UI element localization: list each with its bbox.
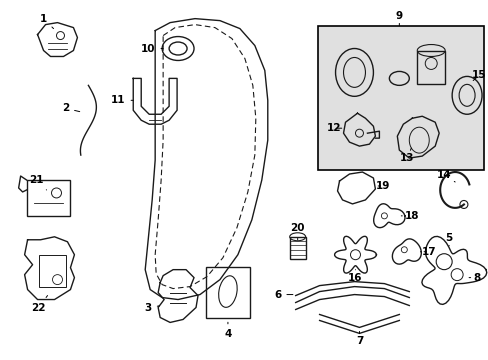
Text: 6: 6 (274, 289, 292, 300)
Bar (317, 26, 483, 170)
Bar (289, 237, 305, 259)
Text: 8: 8 (468, 273, 480, 283)
Text: 5: 5 (445, 233, 452, 246)
Text: 20: 20 (290, 223, 305, 240)
Text: 14: 14 (436, 170, 454, 182)
Text: 15: 15 (471, 71, 486, 81)
Bar (39, 255, 66, 287)
Bar (26, 180, 70, 216)
Text: 16: 16 (347, 270, 362, 283)
Text: 13: 13 (399, 148, 414, 163)
Text: 9: 9 (395, 11, 402, 26)
Text: 22: 22 (31, 296, 47, 312)
Text: 21: 21 (29, 175, 46, 190)
Bar (416, 50, 444, 84)
Text: 2: 2 (61, 103, 80, 113)
Text: 7: 7 (355, 332, 363, 346)
Text: 11: 11 (111, 95, 133, 105)
Text: 10: 10 (141, 44, 163, 54)
Bar (205, 267, 249, 319)
Text: 19: 19 (375, 181, 390, 191)
Text: 12: 12 (326, 123, 341, 133)
Text: 18: 18 (401, 211, 419, 221)
Text: 3: 3 (144, 302, 159, 312)
Text: 1: 1 (40, 14, 53, 28)
Text: 4: 4 (224, 322, 231, 339)
Text: 17: 17 (421, 247, 436, 257)
